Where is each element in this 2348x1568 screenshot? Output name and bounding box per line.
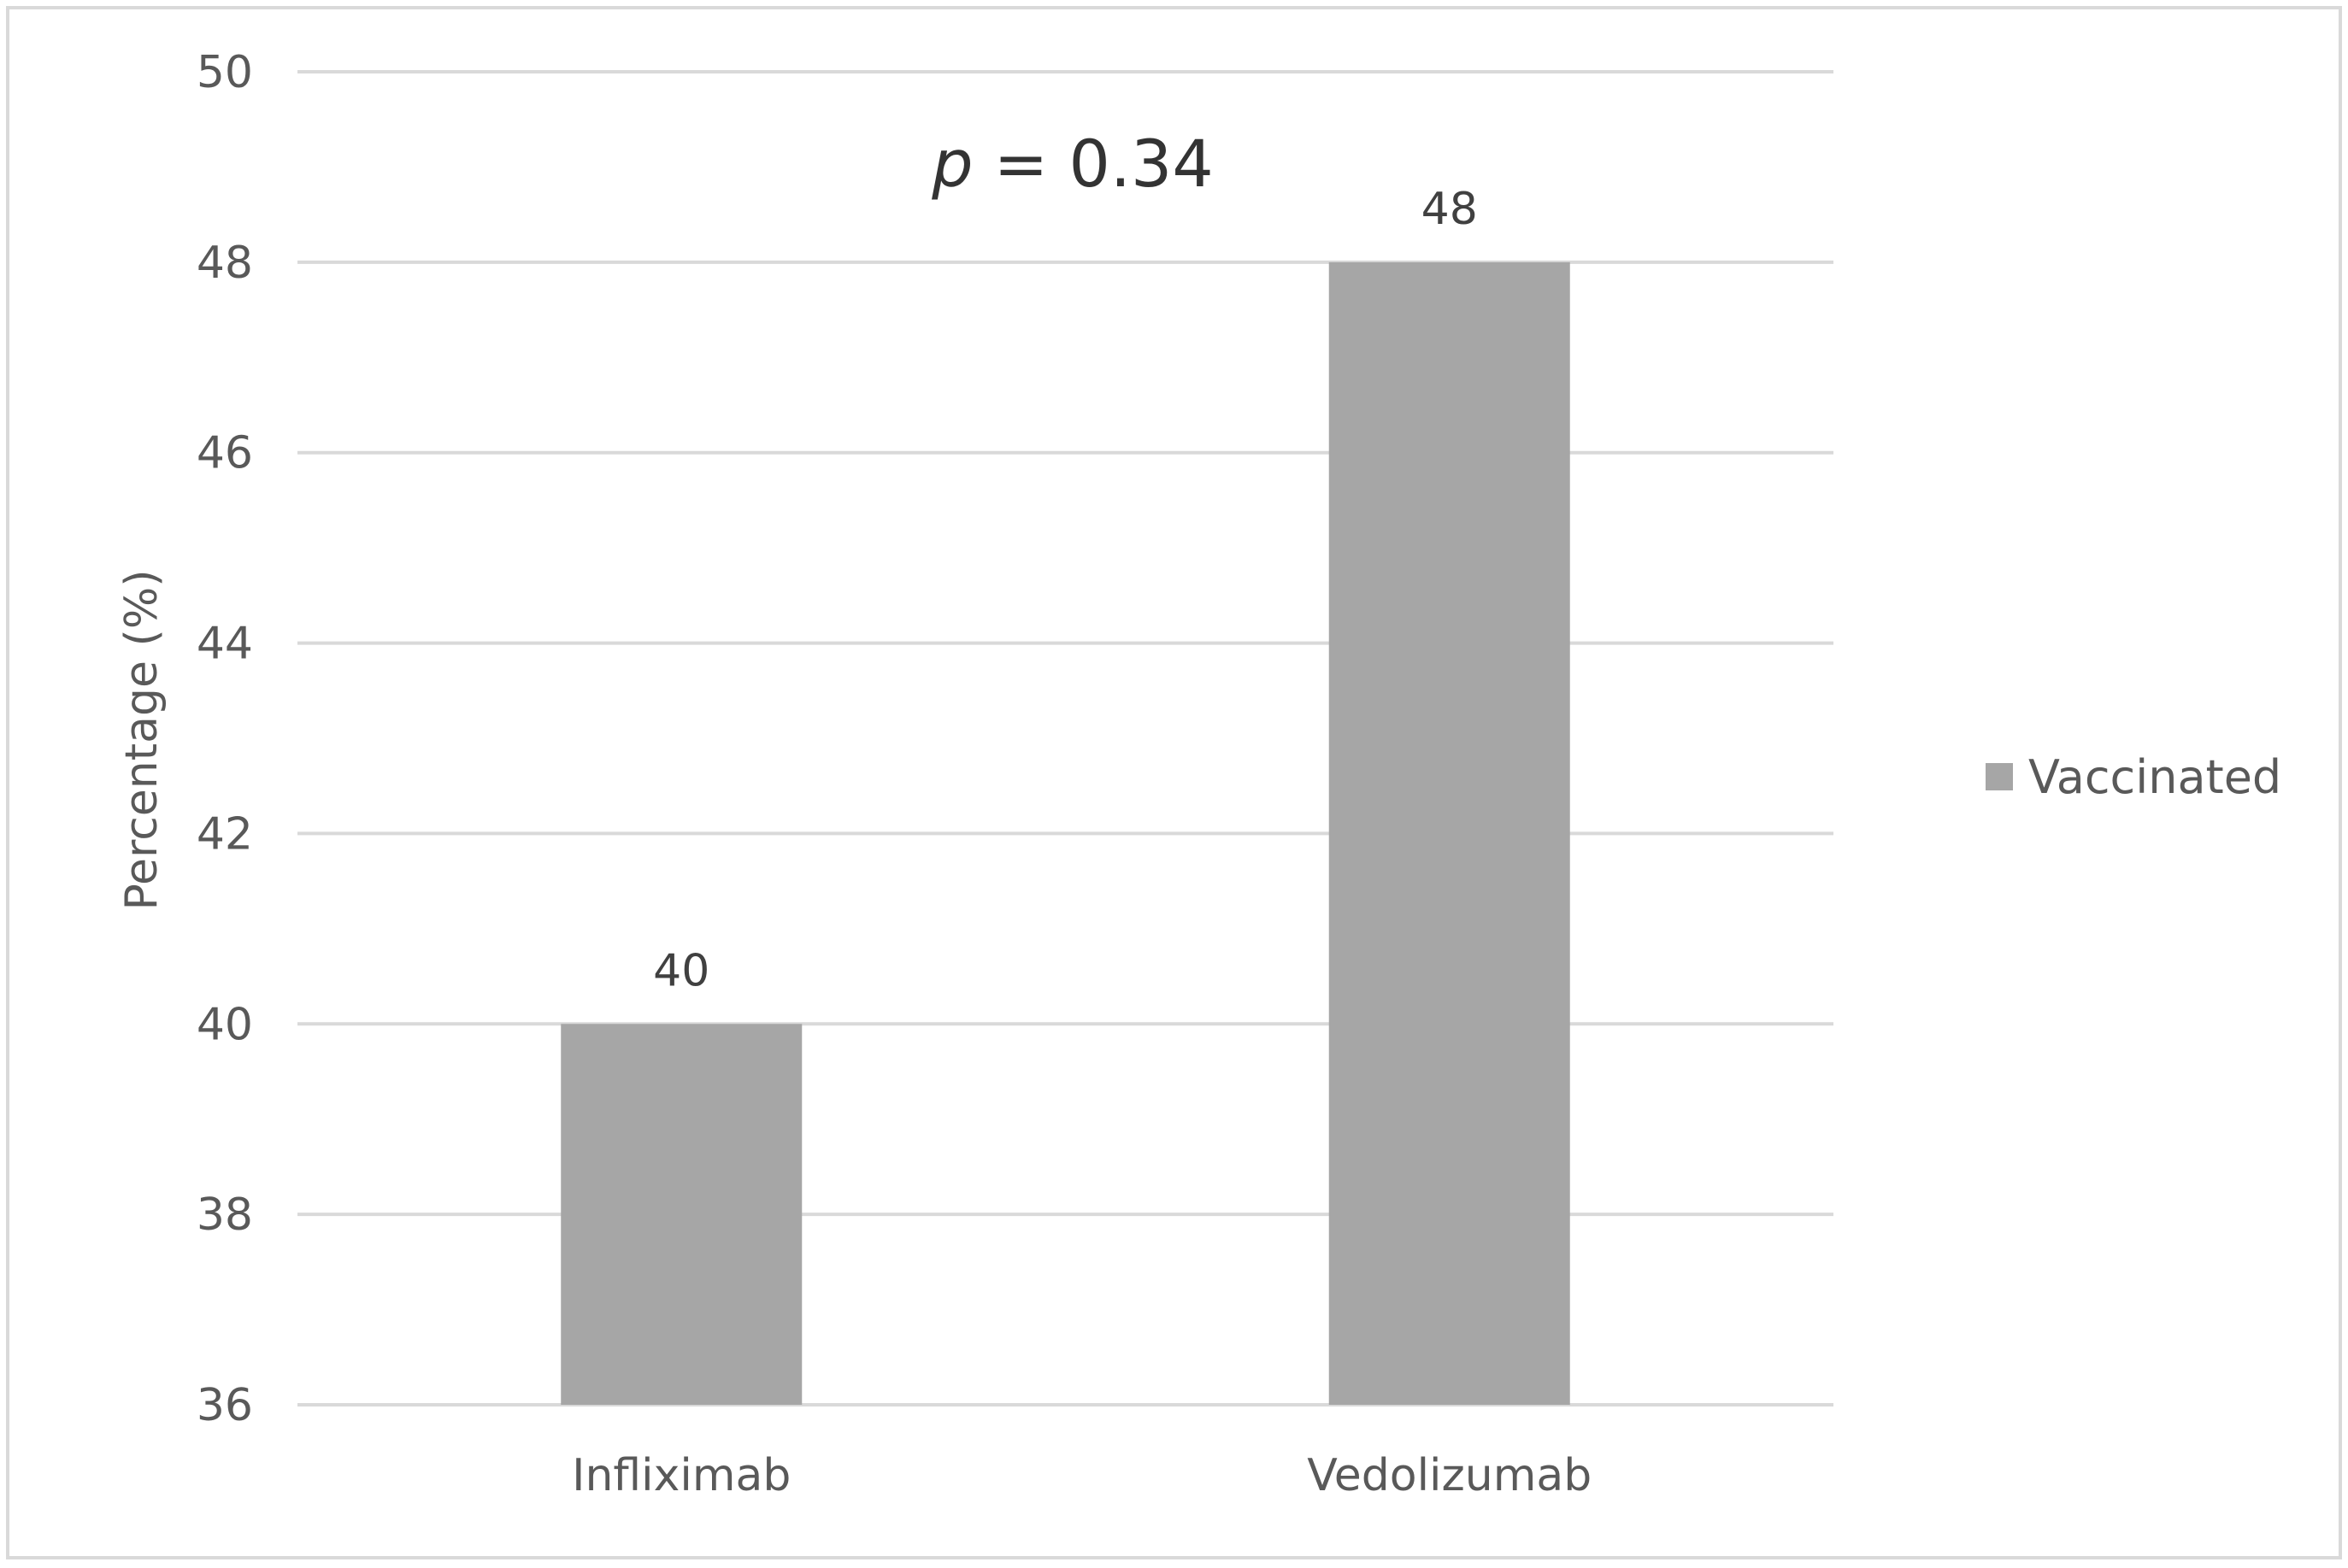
x-category-label-infliximab: Infliximab <box>572 1450 791 1501</box>
y-tick-label-44: 44 <box>197 619 253 670</box>
legend: Vaccinated <box>1986 750 2281 804</box>
x-axis-category-labels: Infliximab Vedolizumab <box>572 1450 1592 1501</box>
y-tick-label-46: 46 <box>197 428 253 479</box>
data-label-infliximab: 40 <box>653 945 709 996</box>
bar-infliximab <box>561 1024 803 1405</box>
legend-swatch-vaccinated <box>1986 763 2013 790</box>
data-labels: 40 48 <box>653 184 1478 996</box>
bar-vedolizumab <box>1328 261 1570 1405</box>
y-axis-title: Percentage (%) <box>116 569 168 910</box>
legend-label-vaccinated: Vaccinated <box>2028 750 2281 804</box>
data-label-vedolizumab: 48 <box>1421 184 1478 235</box>
y-tick-label-42: 42 <box>197 808 253 860</box>
y-tick-label-38: 38 <box>197 1189 253 1241</box>
chart-border <box>6 6 2342 1559</box>
y-tick-label-40: 40 <box>197 999 253 1050</box>
y-tick-label-48: 48 <box>197 238 253 289</box>
p-value-text: = 0.34 <box>974 126 1214 202</box>
y-tick-label-50: 50 <box>197 47 253 98</box>
p-value-symbol: p <box>931 126 973 202</box>
p-value-annotation: p = 0.34 <box>931 126 1213 202</box>
x-category-label-vedolizumab: Vedolizumab <box>1307 1450 1592 1501</box>
y-tick-label-36: 36 <box>197 1380 253 1431</box>
bars <box>561 261 1570 1405</box>
y-axis-tick-labels: 36 38 40 42 44 46 48 50 <box>197 47 253 1431</box>
gridlines <box>297 70 1833 1407</box>
